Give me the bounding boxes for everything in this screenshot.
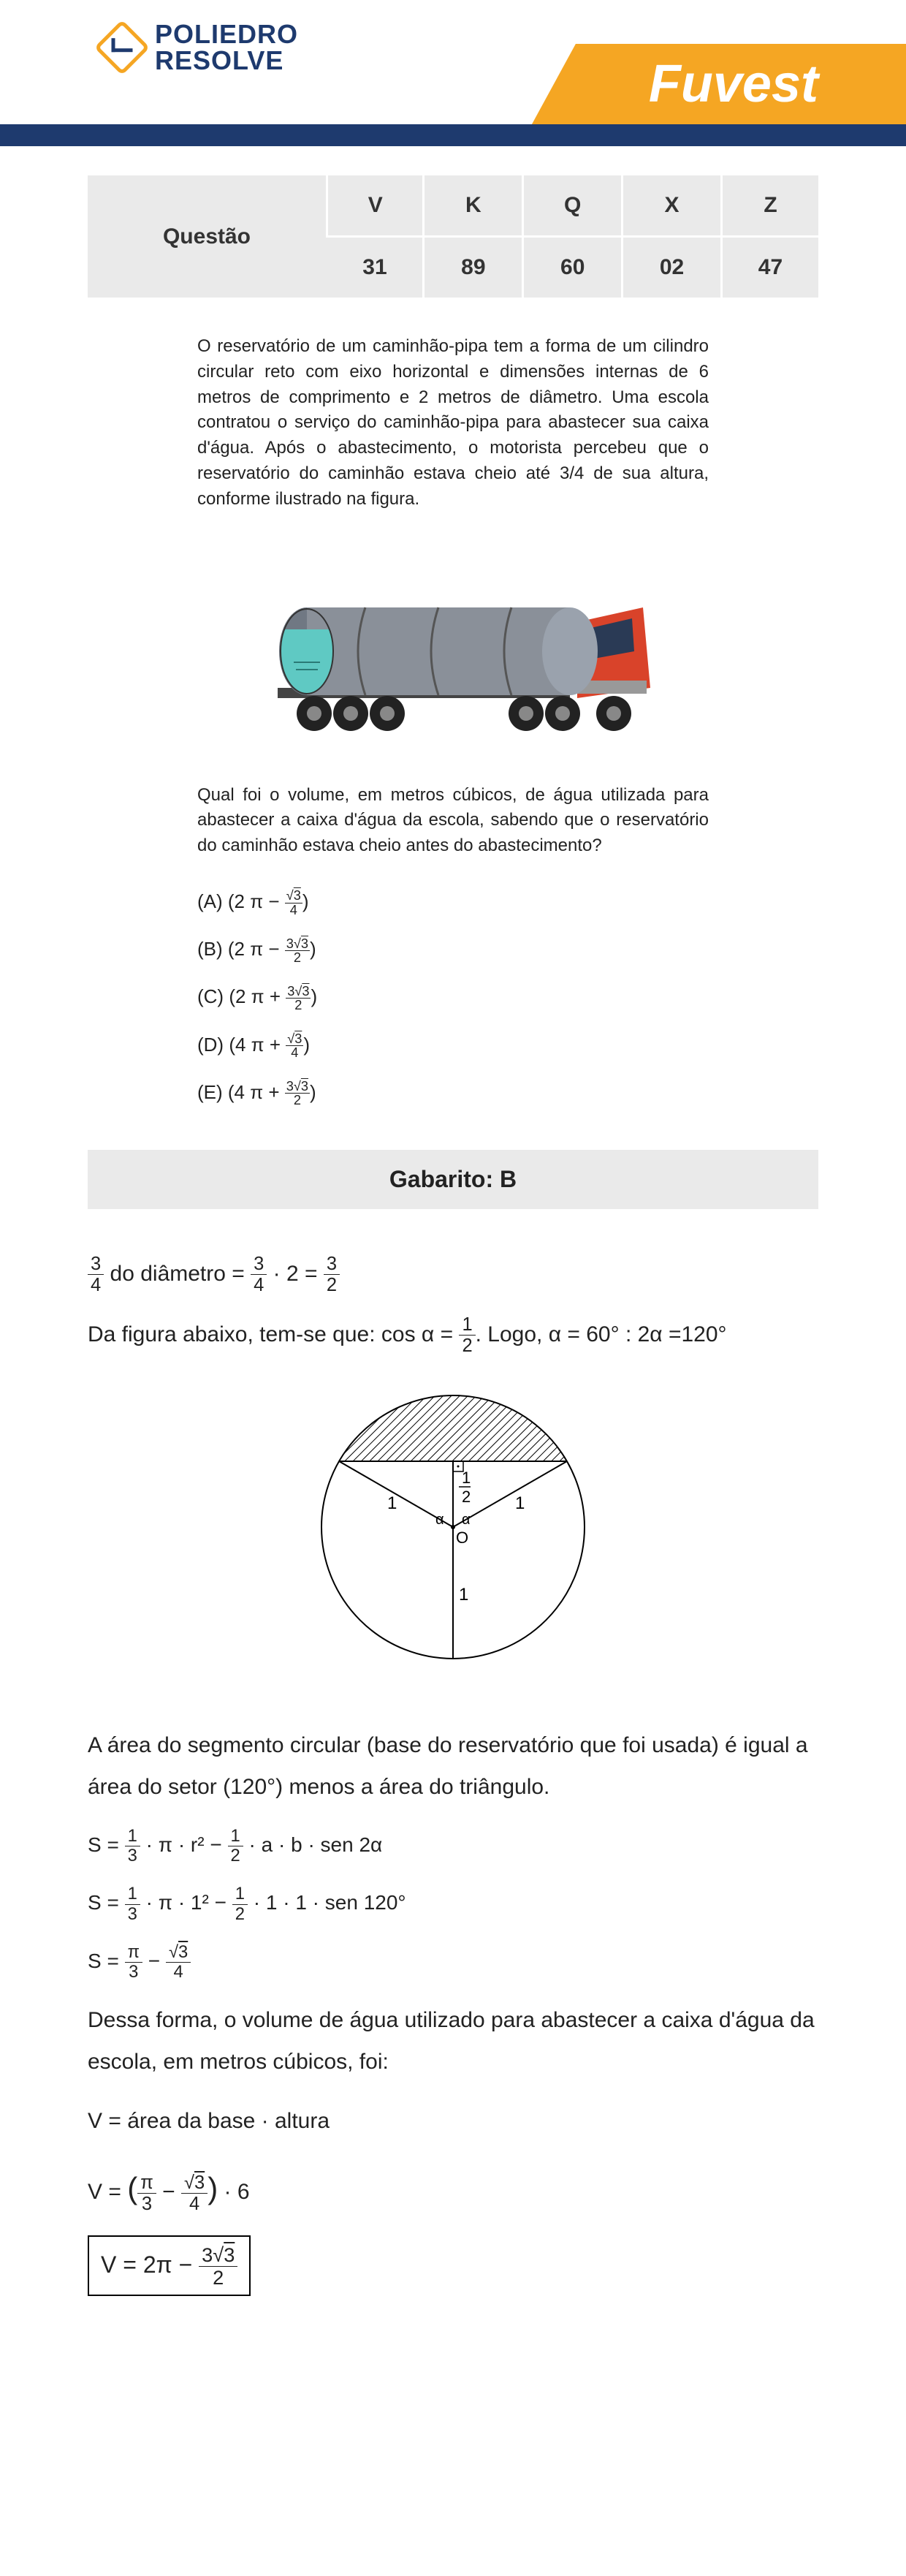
content: Questão V K Q X Z 31 89 60 02 47 O reser… — [0, 146, 906, 2372]
label-alpha-l: α — [435, 1512, 444, 1528]
label-r-right: 1 — [515, 1493, 525, 1513]
logo-line2: RESOLVE — [155, 48, 298, 74]
logo-line1: POLIEDRO — [155, 21, 298, 48]
label-half-num: 1 — [462, 1469, 471, 1487]
logo-text: POLIEDRO RESOLVE — [155, 21, 298, 74]
table-col-header: Q — [523, 175, 623, 237]
option-a: (A) (2 π − √34) — [197, 881, 709, 923]
question-map-table: Questão V K Q X Z 31 89 60 02 47 — [88, 175, 818, 298]
exam-name: Fuvest — [649, 54, 818, 114]
table-col-header: V — [327, 175, 423, 237]
option-d: (D) (4 π + √34) — [197, 1024, 709, 1066]
label-half-den: 2 — [462, 1488, 471, 1506]
table-cell: 31 — [327, 237, 423, 298]
option-b: (B) (2 π − 3√32) — [197, 928, 709, 970]
page-header: POLIEDRO RESOLVE Fuvest — [0, 0, 906, 146]
option-c: (C) (2 π + 3√32) — [197, 976, 709, 1018]
solution-s1: S = 13 · π · r² − 12 · a · b · sen 2α — [88, 1825, 818, 1865]
options: (A) (2 π − √34) (B) (2 π − 3√32) (C) (2 … — [197, 881, 709, 1113]
table-cell: 02 — [623, 237, 722, 298]
solution-s3: S = π3 − √34 — [88, 1942, 818, 1982]
solution-segment-text: A área do segmento circular (base do res… — [88, 1724, 818, 1808]
answer-key: Gabarito: B — [88, 1150, 818, 1209]
table-cell: 60 — [523, 237, 623, 298]
solution-volume-text: Dessa forma, o volume de água utilizado … — [88, 1999, 818, 2083]
label-r-left: 1 — [387, 1493, 397, 1513]
solution-final: V = 2π − 3√32 — [88, 2235, 818, 2296]
solution-v1: V = área da base · altura — [88, 2100, 818, 2142]
truck-illustration — [234, 534, 672, 754]
question-follow: Qual foi o volume, em metros cúbicos, de… — [197, 783, 709, 859]
table-cell: 89 — [424, 237, 523, 298]
solution: 34 do diâmetro = 34 · 2 = 32 Da figura a… — [88, 1253, 818, 2296]
header-navy-strip — [0, 124, 906, 146]
table-row-label: Questão — [88, 175, 327, 298]
solution-v2: V = (π3 − √34) · 6 — [88, 2159, 818, 2218]
logo-check-icon — [94, 20, 150, 75]
solution-line-1: 34 do diâmetro = 34 · 2 = 32 — [88, 1253, 818, 1296]
question-stem: O reservatório de um caminhão-pipa tem a… — [197, 334, 709, 512]
circle-diagram: 1 2 1 1 1 α α O — [300, 1374, 606, 1681]
table-col-header: Z — [721, 175, 818, 237]
option-e: (E) (4 π + 3√32) — [197, 1072, 709, 1113]
label-alpha-r: α — [462, 1512, 471, 1528]
solution-line-2: Da figura abaixo, tem-se que: cos α = 12… — [88, 1314, 818, 1357]
label-r-down: 1 — [459, 1585, 468, 1605]
table-col-header: K — [424, 175, 523, 237]
logo: POLIEDRO RESOLVE — [102, 21, 298, 74]
table-cell: 47 — [721, 237, 818, 298]
table-col-header: X — [623, 175, 722, 237]
header-exam-banner: Fuvest — [532, 44, 906, 124]
solution-s2: S = 13 · π · 1² − 12 · 1 · 1 · sen 120° — [88, 1883, 818, 1923]
label-center: O — [456, 1528, 468, 1547]
